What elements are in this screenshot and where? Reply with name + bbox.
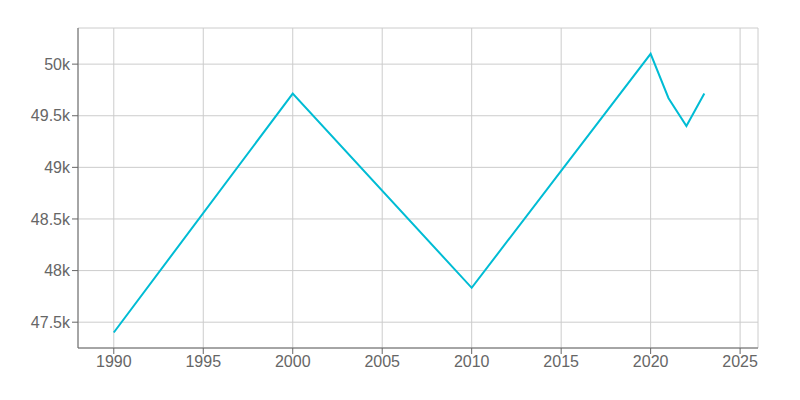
svg-text:2025: 2025	[722, 353, 758, 370]
svg-text:2020: 2020	[633, 353, 669, 370]
svg-text:2005: 2005	[364, 353, 400, 370]
svg-text:48k: 48k	[44, 262, 71, 279]
svg-text:49k: 49k	[44, 159, 71, 176]
svg-text:2010: 2010	[454, 353, 490, 370]
svg-text:49.5k: 49.5k	[31, 107, 71, 124]
svg-text:2015: 2015	[543, 353, 579, 370]
svg-text:1995: 1995	[185, 353, 221, 370]
svg-text:1990: 1990	[96, 353, 132, 370]
svg-text:48.5k: 48.5k	[31, 211, 71, 228]
svg-text:2000: 2000	[275, 353, 311, 370]
svg-text:50k: 50k	[44, 56, 71, 73]
svg-text:47.5k: 47.5k	[31, 314, 71, 331]
